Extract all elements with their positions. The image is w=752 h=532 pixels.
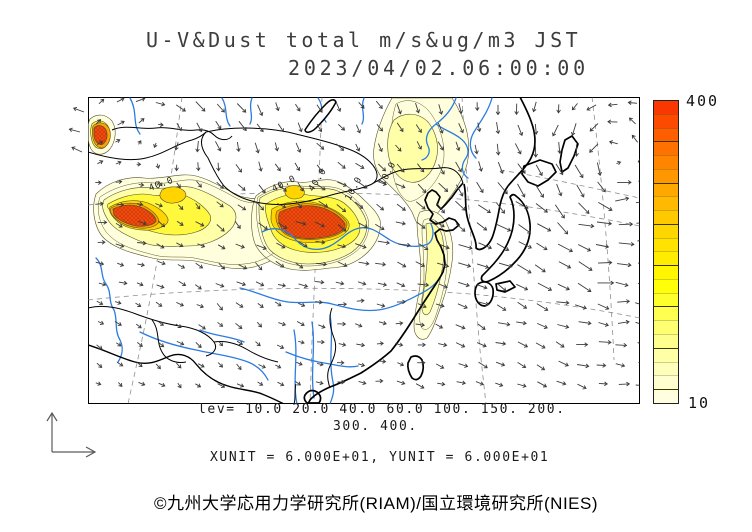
wind-vectors-outside-frame	[68, 106, 85, 153]
colorbar-segment	[654, 113, 678, 128]
border-mongolia	[201, 127, 378, 205]
colorbar-segment	[654, 127, 678, 142]
colorbar-segment	[654, 278, 678, 293]
colorbar-segment	[654, 292, 678, 307]
colorbar-segment	[654, 168, 678, 183]
colorbar-segment	[654, 320, 678, 335]
colorbar-segment	[654, 223, 678, 238]
contour-levels-line1: lev= 10.0 20.0 40.0 60.0 100. 150. 200.	[198, 402, 566, 417]
colorbar-max-label: 400	[686, 92, 720, 110]
coast-primorye	[507, 97, 536, 187]
island-shikoku	[495, 280, 516, 293]
chart-timestamp: 2023/04/02.06:00:00	[288, 56, 589, 80]
colorbar-segment	[654, 237, 678, 252]
contour-levels-line2: 300. 400.	[333, 419, 418, 434]
vector-units-label: XUNIT = 6.000E+01, YUNIT = 6.000E+01	[210, 450, 550, 465]
island-hainan	[303, 389, 322, 404]
chart-title: U-V&Dust total m/s&ug/m3 JST	[146, 28, 582, 52]
dust-spot-central-l4	[284, 185, 305, 200]
copyright-text: ©九州大学応用力学研究所(RIAM)/国立環境研究所(NIES)	[153, 494, 599, 513]
island-hokkaido	[521, 159, 557, 187]
colorbar-segment	[654, 306, 678, 321]
rivers	[95, 97, 493, 404]
colorbar-segment	[654, 155, 678, 169]
coast-india	[88, 344, 285, 404]
dust-plume-coastal-l2	[421, 222, 445, 316]
dust-concentration-fills	[88, 97, 470, 340]
colorbar-segment	[654, 101, 678, 114]
dust-red-cores	[93, 125, 346, 239]
island-taiwan	[406, 355, 425, 381]
dust-plume-northeast-l2	[387, 113, 438, 183]
coast-korea	[463, 183, 509, 251]
axes-indicator	[46, 411, 97, 458]
island-sakhalin	[559, 135, 579, 173]
dust-wind-map: 40.0 40.0 40.0 10.010.0	[68, 97, 640, 404]
colorbar-segment	[654, 361, 678, 376]
coast-china	[307, 182, 464, 404]
colorbar-segment	[654, 182, 678, 197]
colorbar-segment	[654, 265, 678, 279]
colorbar-segment	[654, 141, 678, 156]
colorbar-min-label: 10	[688, 394, 711, 412]
x-axis-arrow	[52, 446, 97, 458]
colorbar-segment	[654, 196, 678, 211]
colorbar-segment	[654, 251, 678, 266]
colorbar-segment	[654, 334, 678, 348]
colorbar-segment	[654, 389, 678, 403]
y-axis-arrow	[46, 411, 58, 452]
wind-vector-field	[95, 97, 640, 390]
coastlines	[88, 97, 579, 404]
colorbar-segment	[654, 210, 678, 224]
island-honshu	[480, 193, 531, 283]
colorbar	[653, 100, 679, 404]
island-kyushu	[474, 281, 495, 307]
colorbar-segment	[654, 347, 678, 362]
dust-spot-west-l4	[159, 186, 187, 204]
colorbar-segment	[654, 375, 678, 390]
